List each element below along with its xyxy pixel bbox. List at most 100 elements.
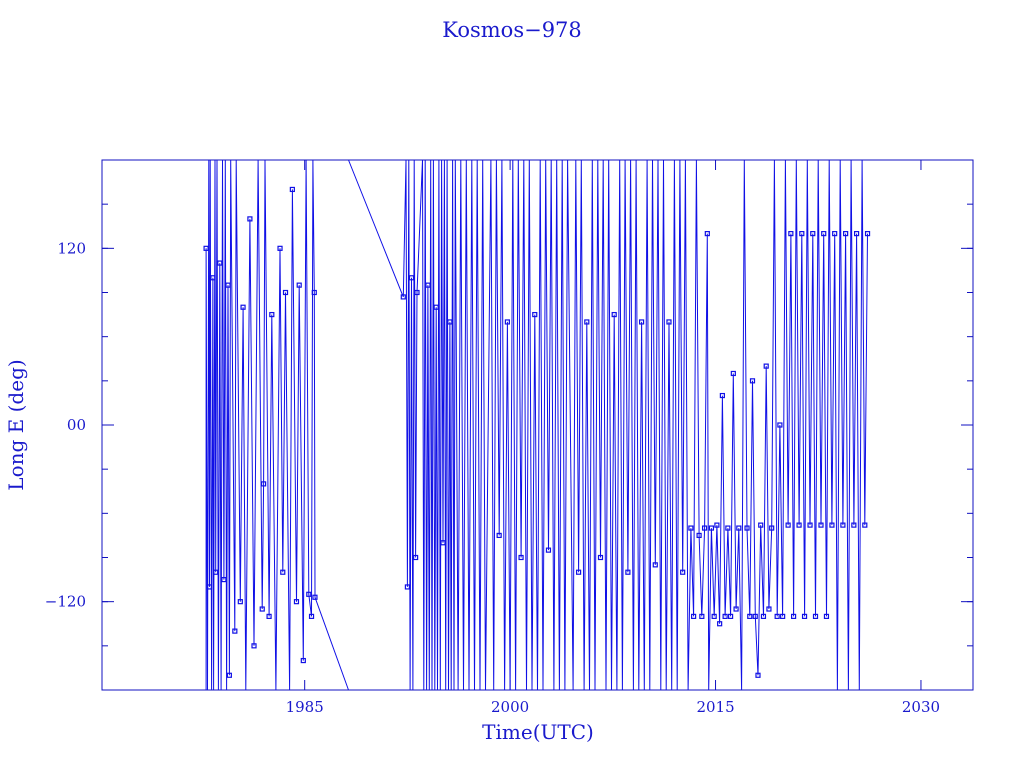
data-point [755, 672, 761, 678]
data-point [269, 311, 275, 318]
data-point [760, 613, 767, 619]
chart-title: Kosmos−978 [442, 18, 582, 42]
series-line [348, 159, 868, 691]
data-point [597, 554, 604, 561]
data-point [807, 522, 813, 528]
data-markers [203, 186, 871, 678]
data-point [240, 304, 246, 310]
data-point [413, 554, 419, 561]
data-point [747, 613, 753, 619]
data-point [853, 231, 860, 237]
axis-ticks: 1985 2000 2015 2030 120 00 −120 [45, 160, 973, 716]
data-point [266, 613, 272, 619]
data-point [810, 231, 816, 237]
data-point [247, 216, 253, 222]
data-point [711, 613, 717, 619]
y-tick-label: −120 [45, 593, 86, 611]
data-point [306, 591, 312, 597]
data-point [851, 522, 857, 528]
data-point [584, 319, 590, 325]
data-point [504, 319, 510, 325]
data-point [408, 275, 415, 281]
data-point [440, 540, 446, 546]
x-tick-label: 2000 [491, 698, 529, 716]
data-point [769, 525, 775, 531]
data-point [812, 613, 819, 619]
data-point [425, 282, 431, 288]
data-point [774, 613, 780, 619]
data-point [625, 569, 631, 575]
data-point [766, 606, 772, 612]
x-tick-label: 2015 [696, 698, 734, 716]
data-point [206, 584, 213, 590]
y-axis-label: Long E (deg) [4, 359, 28, 490]
data-point [843, 231, 849, 237]
data-point [840, 522, 846, 528]
data-point [282, 289, 289, 296]
data-point [733, 606, 739, 612]
data-point [213, 569, 219, 575]
data-lines [205, 159, 868, 691]
data-point [225, 282, 231, 288]
data-point [725, 525, 731, 531]
data-point [545, 547, 552, 553]
y-tick-label: 120 [57, 239, 86, 257]
data-point [280, 569, 286, 575]
data-point [763, 363, 769, 369]
data-point [277, 245, 283, 251]
x-axis-label: Time(UTC) [482, 720, 594, 744]
data-point [730, 370, 736, 377]
data-point [864, 231, 871, 237]
data-point [210, 275, 216, 281]
data-point [221, 576, 227, 583]
data-point [300, 657, 306, 664]
data-point [722, 613, 728, 619]
data-point [575, 569, 582, 575]
data-point [312, 594, 318, 600]
data-point [727, 613, 734, 619]
data-point [799, 231, 805, 237]
data-point [829, 522, 835, 528]
data-point [680, 569, 686, 575]
data-point [226, 672, 232, 678]
data-point [293, 599, 300, 605]
series-line [205, 159, 349, 691]
data-point [708, 525, 715, 531]
data-point [404, 584, 410, 590]
x-tick-label: 1985 [286, 698, 324, 716]
data-point [203, 245, 209, 251]
data-point [801, 613, 808, 619]
data-point [400, 294, 406, 300]
data-point [611, 311, 617, 318]
data-point [296, 282, 302, 288]
data-point [752, 613, 758, 619]
data-point [666, 319, 672, 325]
data-point [796, 522, 802, 528]
data-point [699, 613, 705, 619]
data-point [788, 231, 794, 237]
data-point [704, 231, 710, 237]
data-point [289, 186, 295, 193]
data-point [311, 289, 317, 296]
data-point [688, 525, 694, 531]
data-point [862, 522, 868, 528]
data-point [749, 378, 756, 384]
data-point [780, 613, 786, 619]
data-point [251, 643, 257, 649]
data-point [714, 522, 720, 528]
data-point [496, 532, 502, 539]
data-point [237, 599, 243, 605]
data-point [652, 562, 658, 568]
x-tick-label: 2030 [902, 698, 940, 716]
data-point [532, 311, 538, 318]
y-tick-label: 00 [67, 416, 86, 434]
data-point [433, 304, 439, 310]
data-point [818, 522, 824, 528]
data-point [518, 554, 524, 561]
data-point [259, 606, 265, 612]
data-point [691, 613, 697, 619]
data-point [261, 481, 267, 487]
data-point [736, 525, 742, 531]
data-point [821, 231, 827, 237]
